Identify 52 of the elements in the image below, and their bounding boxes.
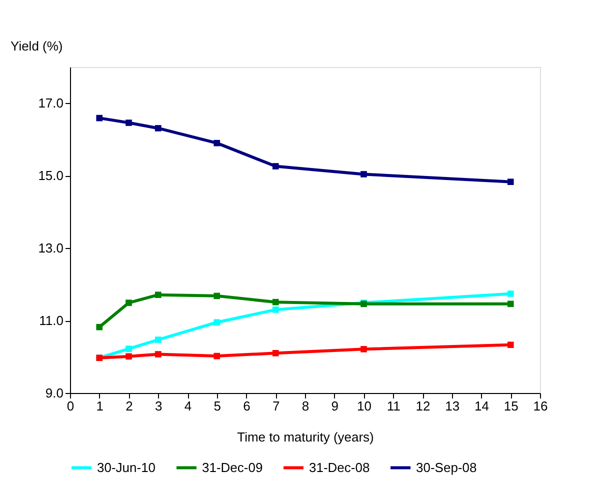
point [272, 298, 279, 306]
x-tick-label: 0 [66, 398, 74, 414]
x-tick-label: 1 [96, 398, 104, 414]
point [214, 319, 220, 326]
x-tick-label: 4 [184, 398, 192, 414]
x-tick-label: 9 [331, 398, 338, 414]
point [126, 346, 132, 352]
point [272, 163, 279, 170]
y-tick-label: 11.0 [39, 313, 64, 328]
x-tick-label: 15 [504, 398, 518, 414]
point [126, 353, 132, 360]
point [154, 292, 162, 298]
point [214, 140, 220, 146]
point [272, 350, 279, 356]
x-tick-label: 8 [302, 398, 310, 414]
legend-label: 30-Sep-08 [416, 460, 477, 475]
x-tick-label: 6 [243, 398, 250, 414]
y-tick-label: 13.0 [38, 240, 64, 256]
point [507, 290, 514, 297]
point [96, 324, 103, 330]
point [154, 336, 162, 343]
x-axis-title: Time to maturity (years) [237, 430, 374, 444]
y-tick-label: 9.0 [45, 386, 64, 400]
point [360, 346, 367, 352]
x-tick-label: 7 [272, 398, 280, 414]
x-tick-label: 3 [155, 398, 162, 414]
point [154, 125, 162, 132]
point [507, 178, 514, 185]
point [507, 342, 514, 348]
y-axis-title: Yield (%) [10, 38, 63, 54]
legend-label: 31-Dec-08 [309, 460, 370, 475]
point [126, 300, 132, 306]
legend-label: 30-Jun-10 [97, 460, 156, 475]
point [154, 351, 162, 358]
point [360, 171, 367, 178]
point [96, 114, 103, 122]
x-tick-label: 14 [474, 398, 489, 414]
point [214, 292, 220, 300]
x-tick-label: 10 [357, 398, 372, 414]
x-tick-label: 11 [386, 398, 400, 414]
x-tick-label: 5 [214, 398, 221, 414]
y-tick-label: 17.0 [38, 96, 64, 111]
x-tick-label: 16 [533, 398, 548, 414]
point [272, 306, 279, 313]
legend-label: 31-Dec-09 [202, 460, 263, 475]
x-tick-label: 12 [416, 398, 430, 414]
x-tick-label: 13 [445, 398, 460, 414]
point [214, 352, 220, 360]
y-tick-label: 15.0 [38, 168, 64, 184]
point [126, 120, 132, 126]
x-tick-label: 2 [126, 398, 133, 414]
point [507, 300, 514, 308]
